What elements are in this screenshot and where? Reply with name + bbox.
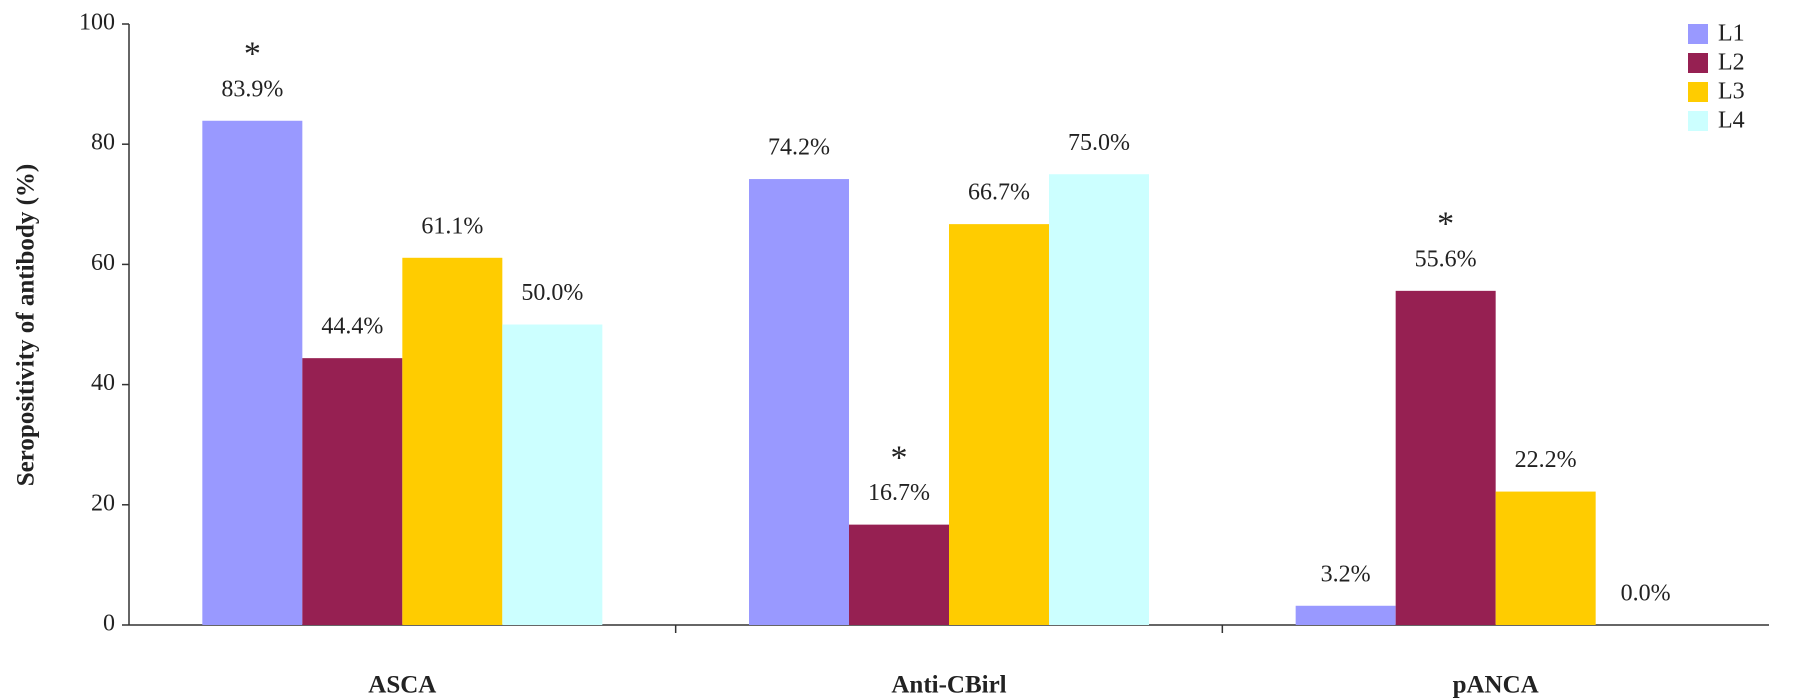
value-label: 3.2% xyxy=(1321,561,1371,587)
x-tick-label: ASCA xyxy=(368,672,436,699)
x-tick-label: pANCA xyxy=(1453,672,1539,699)
bar xyxy=(849,524,949,625)
value-label: 75.0% xyxy=(1068,130,1130,156)
bar xyxy=(302,358,403,625)
bar xyxy=(502,324,603,625)
value-label: 22.2% xyxy=(1515,447,1577,473)
value-label: 55.6% xyxy=(1415,246,1477,272)
significance-marker: * xyxy=(891,439,908,476)
value-label: 83.9% xyxy=(221,76,283,102)
value-label: 61.1% xyxy=(421,213,483,239)
y-tick-label: 20 xyxy=(91,490,115,516)
legend-swatch xyxy=(1688,82,1708,102)
bar xyxy=(1495,491,1596,625)
bar xyxy=(749,179,849,626)
y-tick-label: 100 xyxy=(79,10,115,36)
legend-swatch xyxy=(1688,111,1708,131)
y-tick-label: 60 xyxy=(91,250,115,276)
significance-marker: * xyxy=(1437,206,1454,243)
y-axis-label: Seropositivity of antibody (%) xyxy=(13,164,40,486)
legend-label: L2 xyxy=(1718,50,1745,76)
value-label: 50.0% xyxy=(521,280,583,306)
bar xyxy=(1295,605,1396,625)
value-label: 0.0% xyxy=(1621,581,1671,607)
x-tick-label: Anti-CBirl xyxy=(891,672,1006,699)
value-label: 66.7% xyxy=(968,180,1030,206)
legend-label: L3 xyxy=(1718,79,1745,105)
bar xyxy=(1049,174,1149,625)
bar xyxy=(949,224,1049,625)
legend-label: L4 xyxy=(1718,108,1745,134)
value-label: 44.4% xyxy=(321,314,383,340)
value-label: 74.2% xyxy=(768,135,830,161)
y-tick-label: 80 xyxy=(91,130,115,156)
y-tick-label: 40 xyxy=(91,370,115,396)
y-tick-label: 0 xyxy=(103,611,115,637)
bar xyxy=(1395,290,1496,625)
significance-marker: * xyxy=(244,36,261,73)
value-label: 16.7% xyxy=(868,480,930,506)
legend-label: L1 xyxy=(1718,21,1745,47)
legend-swatch xyxy=(1688,24,1708,44)
bar xyxy=(402,257,503,625)
bar xyxy=(202,120,303,626)
legend-swatch xyxy=(1688,53,1708,73)
